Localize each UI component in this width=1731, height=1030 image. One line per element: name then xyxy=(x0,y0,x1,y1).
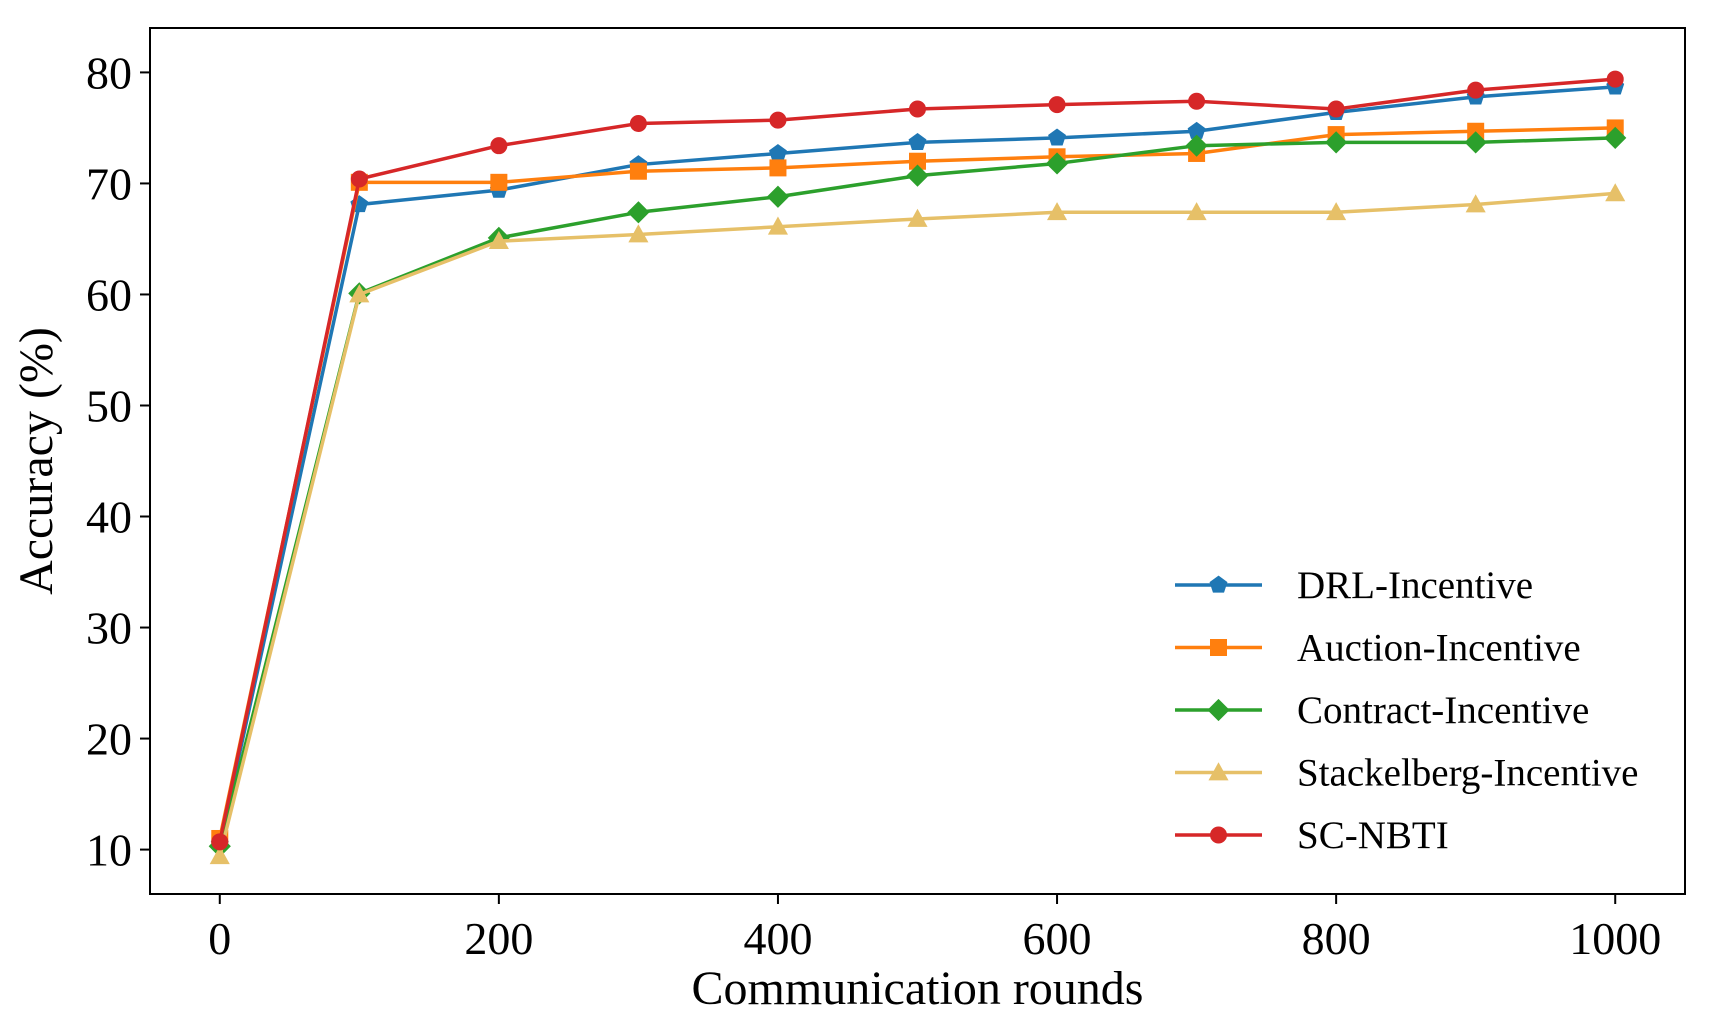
data-point-sc-nbti xyxy=(211,833,229,851)
legend-label: Auction-Incentive xyxy=(1297,627,1581,670)
data-point-contract-incentive xyxy=(1604,126,1627,150)
x-tick-label: 1000 xyxy=(1569,913,1661,964)
data-point-stackelberg-incentive xyxy=(209,846,230,865)
data-point-sc-nbti xyxy=(490,137,508,155)
data-point-contract-incentive xyxy=(627,201,650,224)
data-point-stackelberg-incentive xyxy=(1465,194,1486,213)
data-point-stackelberg-incentive xyxy=(1605,183,1626,202)
data-point-contract-incentive xyxy=(766,185,790,208)
data-point-sc-nbti xyxy=(1048,96,1066,114)
data-point-contract-incentive xyxy=(1464,131,1487,154)
data-point-stackelberg-incentive xyxy=(767,216,789,235)
series-stackelberg-incentive xyxy=(209,183,1626,865)
legend-item-sc-nbti: SC-NBTI xyxy=(1175,814,1449,857)
legend-marker xyxy=(1207,698,1230,722)
series-sc-nbti xyxy=(211,70,1624,851)
data-point-sc-nbti xyxy=(629,114,647,132)
data-point-auction-incentive xyxy=(490,173,508,191)
legend-item-contract-incentive: Contract-Incentive xyxy=(1175,689,1589,732)
axis-ticks: 0 200 400 600 800 1000 10 20 30 40 50 60 70 80 xyxy=(86,47,1661,964)
x-tick-label: 800 xyxy=(1302,913,1371,964)
plot-frame xyxy=(149,27,1686,895)
y-tick-label: 40 xyxy=(86,492,132,543)
x-tick-label: 600 xyxy=(1023,913,1092,964)
data-point-stackelberg-incentive xyxy=(628,224,649,243)
data-point-stackelberg-incentive xyxy=(1186,202,1207,221)
y-tick-label: 10 xyxy=(86,825,132,876)
data-point-sc-nbti xyxy=(1188,92,1206,110)
data-point-stackelberg-incentive xyxy=(1046,202,1068,221)
legend-label: SC-NBTI xyxy=(1297,814,1449,857)
y-tick-label: 60 xyxy=(86,269,132,320)
plot-area xyxy=(208,70,1627,865)
legend-item-drl-incentive: DRL-Incentive xyxy=(1175,564,1533,607)
legend-label: DRL-Incentive xyxy=(1297,564,1533,607)
y-tick-label: 30 xyxy=(86,603,132,654)
legend-item-stackelberg-incentive: Stackelberg-Incentive xyxy=(1175,752,1638,795)
legend-marker xyxy=(1208,762,1229,781)
x-tick-label: 0 xyxy=(208,913,231,964)
data-point-sc-nbti xyxy=(1327,100,1345,118)
data-point-stackelberg-incentive xyxy=(349,284,370,303)
x-tick-label: 400 xyxy=(743,913,812,964)
data-point-auction-incentive xyxy=(629,162,647,180)
data-point-stackelberg-incentive xyxy=(488,230,509,250)
data-point-stackelberg-incentive xyxy=(907,208,928,227)
data-point-sc-nbti xyxy=(1606,70,1624,88)
legend-marker xyxy=(1210,826,1227,844)
data-point-drl-incentive xyxy=(1048,128,1066,146)
x-axis-title: Communication rounds xyxy=(692,962,1144,1015)
y-axis-title: Accuracy (%) xyxy=(10,327,63,595)
data-point-sc-nbti xyxy=(769,111,787,129)
y-tick-label: 20 xyxy=(86,714,132,765)
legend-label: Stackelberg-Incentive xyxy=(1297,752,1638,795)
data-point-sc-nbti xyxy=(350,170,368,188)
data-point-contract-incentive xyxy=(906,164,929,187)
data-point-drl-incentive xyxy=(908,132,927,150)
legend: DRL-Incentive Auction-Incentive Contract-I… xyxy=(1175,564,1638,857)
legend-item-auction-incentive: Auction-Incentive xyxy=(1175,627,1581,670)
data-point-contract-incentive xyxy=(1185,134,1208,157)
data-point-sc-nbti xyxy=(1467,81,1485,99)
legend-marker xyxy=(1209,575,1228,593)
legend-label: Contract-Incentive xyxy=(1297,689,1589,732)
data-point-contract-incentive xyxy=(1325,131,1348,154)
y-tick-label: 80 xyxy=(86,47,132,98)
legend-marker xyxy=(1210,639,1227,656)
data-point-contract-incentive xyxy=(1045,152,1069,175)
data-point-sc-nbti xyxy=(909,100,926,118)
y-tick-label: 50 xyxy=(86,380,132,431)
y-tick-label: 70 xyxy=(86,158,132,209)
data-point-stackelberg-incentive xyxy=(1326,202,1347,221)
data-point-auction-incentive xyxy=(769,159,787,177)
x-tick-label: 200 xyxy=(464,913,533,964)
